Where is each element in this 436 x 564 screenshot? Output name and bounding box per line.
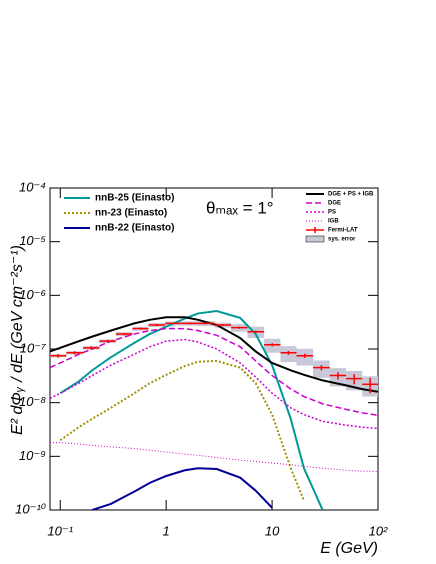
legend-label: Fermi-LAT [328, 228, 358, 234]
legend-label: DGE [328, 201, 341, 207]
x-tick-label: 10² [369, 523, 388, 538]
annotation: θₘₐₓ = 1° [206, 198, 274, 217]
x-tick-label: 10 [265, 523, 280, 538]
legend-label: DGE + PS + IGB [328, 192, 374, 198]
y-tick-label: 10⁻⁷ [20, 340, 47, 355]
x-tick-label: 10⁻¹ [47, 523, 73, 538]
y-axis-label: E² dΦᵧ / dE (GeV cm⁻²s⁻¹) [9, 245, 26, 435]
plot-area [50, 310, 378, 510]
legend-label: nnB-25 (Einasto) [95, 193, 174, 204]
y-tick-label: 10⁻⁵ [19, 233, 46, 248]
x-axis-label: E (GeV) [320, 540, 378, 557]
y-tick-label: 10⁻¹⁰ [15, 501, 47, 516]
series-line [50, 316, 378, 393]
series-line [50, 338, 378, 430]
y-tick-label: 10⁻⁸ [19, 394, 46, 409]
legend-label: PS [328, 210, 336, 216]
series-line [59, 310, 324, 510]
y-tick-label: 10⁻⁹ [19, 448, 46, 463]
series-line [59, 359, 305, 501]
legend-swatch [305, 235, 325, 243]
legend-label: nn-23 (Einasto) [95, 208, 167, 219]
legend-label: nnB-22 (Einasto) [95, 223, 174, 234]
series-line [50, 442, 378, 473]
y-tick-label: 10⁻⁶ [19, 287, 46, 302]
series-line [91, 467, 273, 510]
y-tick-label: 10⁻⁴ [19, 179, 46, 194]
legend-label: IGB [328, 219, 339, 225]
x-tick-label: 1 [163, 523, 170, 538]
legend-label: sys. error [328, 237, 356, 243]
